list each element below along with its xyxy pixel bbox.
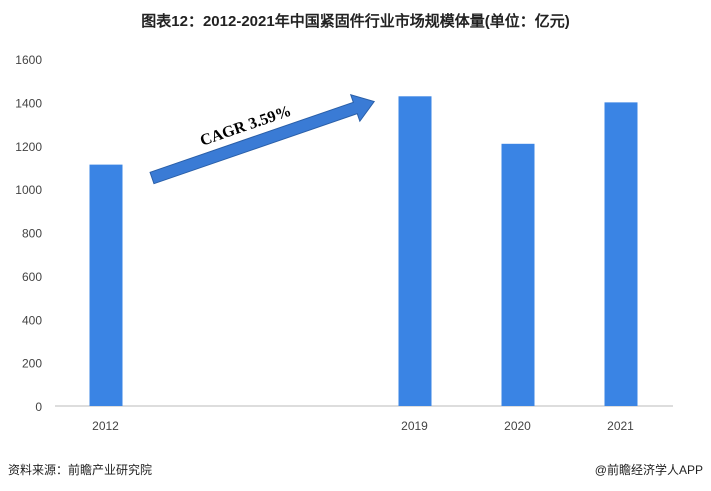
y-tick-label: 1600 — [15, 53, 42, 67]
bar-2012 — [89, 164, 123, 406]
y-tick-label: 400 — [22, 313, 42, 327]
y-tick-label: 800 — [22, 227, 42, 241]
bar-2019 — [398, 96, 432, 407]
y-tick-label: 1200 — [15, 140, 42, 154]
y-tick-label: 600 — [22, 270, 42, 284]
cagr-arrow: CAGR 3.59% — [149, 94, 376, 185]
arrow-icon — [149, 94, 376, 185]
y-tick-label: 200 — [22, 357, 42, 371]
x-tick-label: 2020 — [504, 419, 531, 433]
brand-label: @前瞻经济学人APP — [594, 463, 703, 477]
bar-2021 — [604, 102, 638, 406]
y-tick-label: 1400 — [15, 96, 42, 110]
x-tick-label: 2012 — [92, 419, 119, 433]
bar-2020 — [501, 143, 535, 406]
x-tick-label: 2019 — [401, 419, 428, 433]
source-note: 资料来源：前瞻产业研究院 — [8, 463, 153, 477]
y-tick-label: 1000 — [15, 183, 42, 197]
chart-title: 图表12：2012-2021年中国紧固件行业市场规模体量(单位：亿元) — [141, 13, 570, 30]
x-tick-label: 2021 — [607, 419, 634, 433]
y-tick-label: 0 — [35, 400, 42, 414]
